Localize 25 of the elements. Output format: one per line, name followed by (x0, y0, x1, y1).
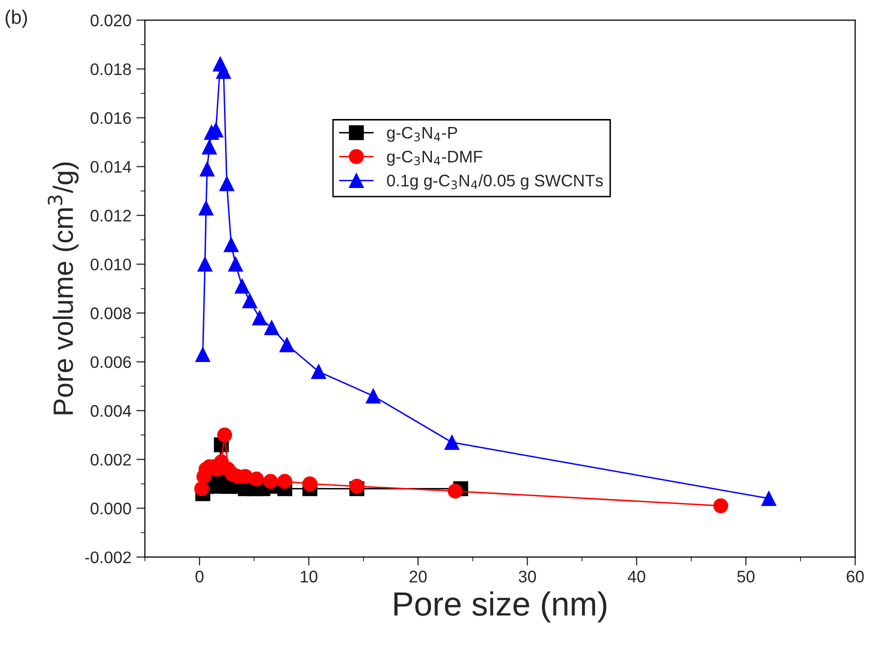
text: (b) (6, 10, 27, 28)
x-tick-label: 10 (300, 570, 318, 582)
y-axis-title: Pore volume (cm$^{3}$/g) (48, 162, 79, 414)
y-tick-label: 0.012 (90, 210, 131, 222)
y-tick-label: 0.002 (90, 454, 131, 466)
y-tick-label: 0.006 (90, 356, 131, 368)
y-tick-label: 0.016 (90, 112, 131, 124)
legend-label: g-C$_{3}$N$_{4}$-P (387, 126, 458, 142)
x-axis-title: Pore size (nm) (394, 591, 606, 622)
legend-label: g-C$_{3}$N$_{4}$-DMF (387, 150, 482, 166)
y-tick-label: 0.014 (90, 160, 132, 173)
x-tick-label: 50 (737, 570, 755, 582)
x-tick-label: 40 (628, 570, 646, 582)
y-tick-label: 0.000 (90, 502, 132, 514)
y-tick-label: 0.018 (90, 63, 131, 76)
y-tick-label: 0.008 (90, 307, 131, 320)
x-tick-label: 60 (846, 570, 864, 582)
y-tick-label: 0.004 (90, 405, 132, 417)
x-tick-label: 0 (196, 570, 204, 582)
legend-label: 0.1g g-C$_{3}$N$_{4}$/0.05 g SWCNTs (387, 174, 603, 190)
x-tick-label: 20 (410, 570, 427, 582)
y-tick-label: 0.020 (90, 14, 132, 26)
x-tick-label: 30 (518, 570, 536, 582)
y-tick-label: 0.010 (90, 258, 132, 270)
y-tick-label: -0.002 (85, 551, 131, 564)
